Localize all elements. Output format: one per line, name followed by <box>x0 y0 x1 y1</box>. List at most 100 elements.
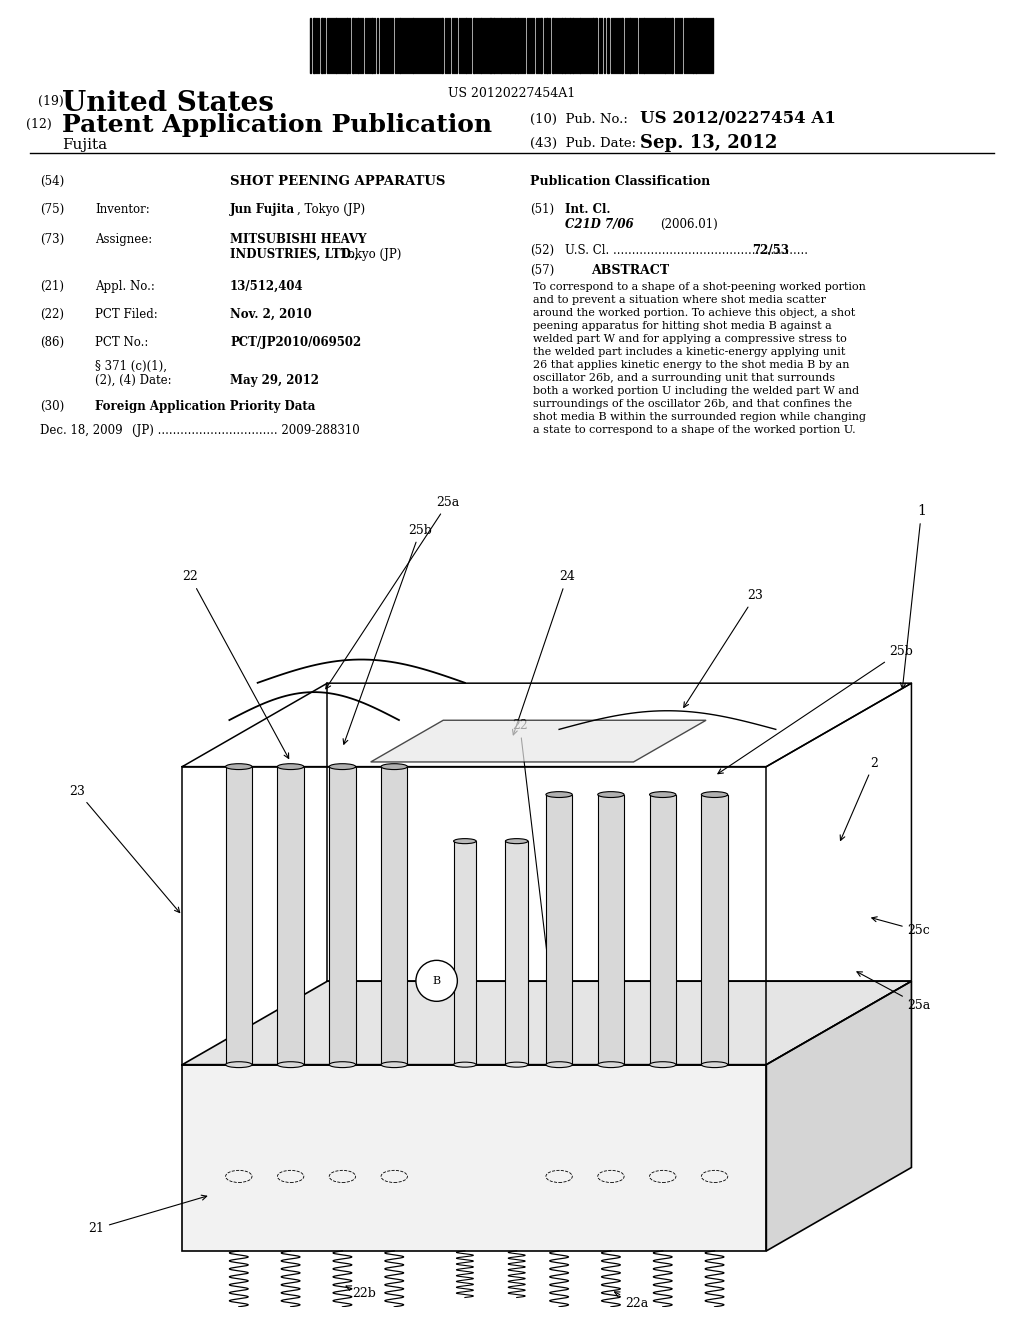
Text: shot media B within the surrounded region while changing: shot media B within the surrounded regio… <box>534 412 866 422</box>
Text: Sep. 13, 2012: Sep. 13, 2012 <box>640 135 777 152</box>
Bar <box>649 795 676 1065</box>
Bar <box>489 18 492 73</box>
Bar <box>572 18 574 73</box>
Polygon shape <box>182 1065 766 1251</box>
Ellipse shape <box>546 1061 572 1068</box>
Bar <box>517 18 519 73</box>
Bar <box>579 18 581 73</box>
Bar <box>621 18 623 73</box>
Text: (22): (22) <box>40 308 63 321</box>
Bar <box>701 795 728 1065</box>
Text: INDUSTRIES, LTD.,: INDUSTRIES, LTD., <box>230 248 358 261</box>
Text: Patent Application Publication: Patent Application Publication <box>62 114 493 137</box>
Bar <box>509 18 511 73</box>
Text: Dec. 18, 2009: Dec. 18, 2009 <box>40 424 123 437</box>
Bar <box>399 18 401 73</box>
Ellipse shape <box>598 792 624 797</box>
Text: ABSTRACT: ABSTRACT <box>591 264 669 277</box>
Text: oscillator 26b, and a surrounding unit that surrounds: oscillator 26b, and a surrounding unit t… <box>534 374 836 383</box>
Ellipse shape <box>381 764 408 770</box>
Text: Nov. 2, 2010: Nov. 2, 2010 <box>230 308 311 321</box>
Text: 23: 23 <box>684 589 764 708</box>
Text: (10)  Pub. No.:: (10) Pub. No.: <box>530 114 628 125</box>
Text: Assignee:: Assignee: <box>95 234 153 246</box>
Text: welded part W and for applying a compressive stress to: welded part W and for applying a compres… <box>534 334 847 345</box>
Bar <box>695 18 697 73</box>
Ellipse shape <box>454 1063 476 1067</box>
Bar <box>540 18 542 73</box>
Text: 2: 2 <box>840 756 878 841</box>
Text: around the worked portion. To achieve this object, a shot: around the worked portion. To achieve th… <box>534 308 855 318</box>
Ellipse shape <box>546 792 572 797</box>
Text: Publication Classification: Publication Classification <box>529 176 710 187</box>
Text: PCT/JP2010/069502: PCT/JP2010/069502 <box>230 337 361 348</box>
Polygon shape <box>766 981 911 1251</box>
Bar <box>352 18 354 73</box>
Text: (52): (52) <box>530 244 554 257</box>
Bar <box>321 18 323 73</box>
Polygon shape <box>371 721 707 762</box>
Text: 22b: 22b <box>346 1286 376 1300</box>
Text: (43)  Pub. Date:: (43) Pub. Date: <box>530 137 636 150</box>
Text: 25c: 25c <box>871 917 931 937</box>
Bar <box>465 18 467 73</box>
Bar <box>381 767 408 1065</box>
Text: a state to correspond to a shape of the worked portion U.: a state to correspond to a shape of the … <box>534 425 856 436</box>
Bar <box>225 767 252 1065</box>
Text: B: B <box>432 975 440 986</box>
Text: MITSUBISHI HEAVY: MITSUBISHI HEAVY <box>230 234 367 246</box>
Text: (30): (30) <box>40 400 65 413</box>
Text: and to prevent a situation where shot media scatter: and to prevent a situation where shot me… <box>534 294 826 305</box>
Bar <box>473 18 475 73</box>
Text: 13/512,404: 13/512,404 <box>230 280 304 293</box>
Bar <box>480 18 482 73</box>
Text: (51): (51) <box>530 203 554 216</box>
Bar <box>569 18 571 73</box>
Ellipse shape <box>225 764 252 770</box>
Text: Jun Fujita: Jun Fujita <box>230 203 295 216</box>
Bar <box>546 795 572 1065</box>
Text: (86): (86) <box>40 337 65 348</box>
Ellipse shape <box>225 1061 252 1068</box>
Text: 23: 23 <box>70 784 179 912</box>
Circle shape <box>416 961 458 1002</box>
Bar <box>598 795 624 1065</box>
Text: (54): (54) <box>40 176 65 187</box>
Bar <box>592 18 594 73</box>
Text: 24: 24 <box>513 570 575 735</box>
Polygon shape <box>182 981 911 1065</box>
Bar <box>692 18 694 73</box>
Bar <box>546 18 548 73</box>
Text: 22: 22 <box>182 570 289 759</box>
Text: 25b: 25b <box>343 524 432 744</box>
Ellipse shape <box>278 764 304 770</box>
Text: (21): (21) <box>40 280 63 293</box>
Text: (75): (75) <box>40 203 65 216</box>
Text: (57): (57) <box>530 264 554 277</box>
Bar <box>441 18 443 73</box>
Bar <box>357 18 359 73</box>
Bar <box>371 18 373 73</box>
Bar <box>454 841 476 1065</box>
Text: (2006.01): (2006.01) <box>660 218 718 231</box>
Text: § 371 (c)(1),: § 371 (c)(1), <box>95 360 167 374</box>
Bar <box>330 767 355 1065</box>
Text: Tokyo (JP): Tokyo (JP) <box>337 248 401 261</box>
Text: Fujita: Fujita <box>62 139 108 152</box>
Bar <box>671 18 673 73</box>
Text: SHOT PEENING APPARATUS: SHOT PEENING APPARATUS <box>230 176 445 187</box>
Text: (73): (73) <box>40 234 65 246</box>
Text: (JP) ................................ 2009-288310: (JP) ................................ 20… <box>132 424 359 437</box>
Text: , Tokyo (JP): , Tokyo (JP) <box>297 203 366 216</box>
Bar <box>664 18 666 73</box>
Text: United States: United States <box>62 90 273 117</box>
Text: 21: 21 <box>88 1195 207 1236</box>
Ellipse shape <box>506 838 528 843</box>
Text: surroundings of the oscillator 26b, and that confines the: surroundings of the oscillator 26b, and … <box>534 399 852 409</box>
Text: Inventor:: Inventor: <box>95 203 150 216</box>
Text: 25a: 25a <box>857 972 931 1011</box>
Bar <box>564 18 566 73</box>
Text: U.S. Cl. ....................................................: U.S. Cl. ...............................… <box>565 244 808 257</box>
Bar <box>514 18 516 73</box>
Bar <box>335 18 337 73</box>
